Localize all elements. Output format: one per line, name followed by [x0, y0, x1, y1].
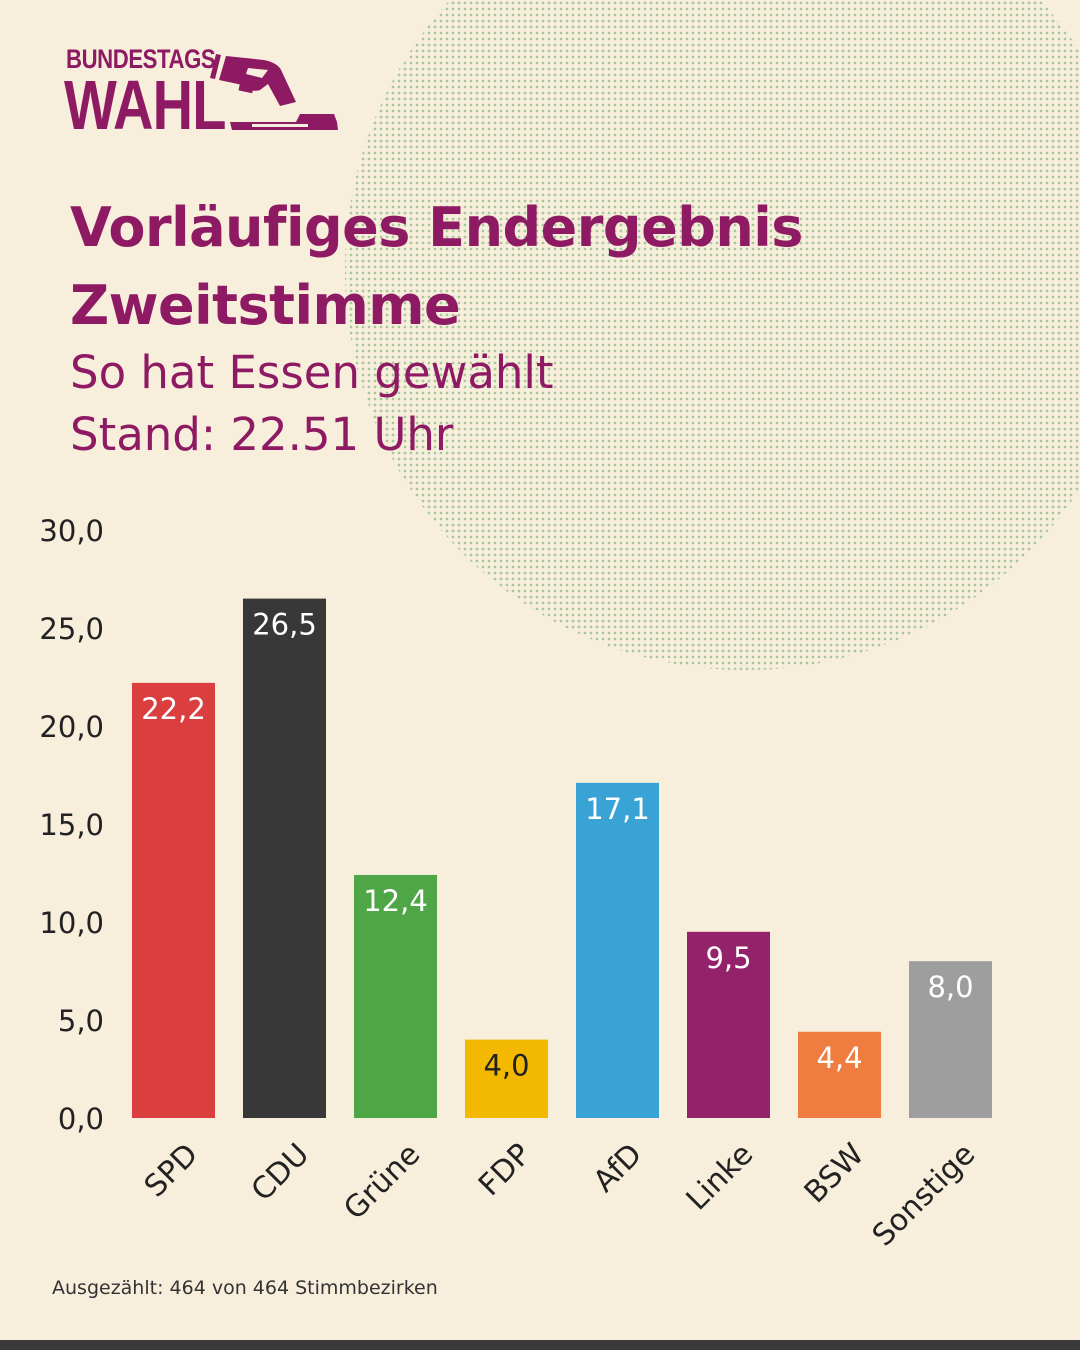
x-category-label: Linke	[680, 1137, 760, 1217]
bar-value-label: 17,1	[585, 792, 650, 826]
x-category-label: FDP	[472, 1137, 538, 1203]
bar-sonstige	[909, 961, 992, 1118]
bar-value-label: 22,2	[141, 692, 206, 726]
bar-value-label: 8,0	[927, 970, 973, 1004]
bar-value-label: 26,5	[252, 608, 317, 642]
bar-chart: 0,0 5,0 10,0 15,0 20,0 25,0 30,0 22,2 SPD 26,5 CDU…	[39, 514, 992, 1253]
ballot-box-hand-icon	[210, 54, 338, 130]
x-category-label: CDU	[245, 1137, 316, 1208]
x-category-label: AfD	[587, 1137, 649, 1199]
dotted-circle-decoration	[345, 0, 1080, 670]
subtitle: So hat Essen gewählt	[70, 346, 554, 399]
bar-afd	[576, 782, 659, 1118]
bar-bsw	[798, 1031, 881, 1118]
bar-value-label: 4,0	[483, 1049, 529, 1083]
bar-value-label: 9,5	[705, 941, 751, 975]
bar-spd	[132, 682, 215, 1118]
y-tick-label: 10,0	[39, 906, 104, 940]
y-tick-label: 0,0	[58, 1102, 104, 1136]
x-category-label: Sonstige	[866, 1137, 982, 1253]
y-tick-label: 20,0	[39, 710, 104, 744]
counted-districts-note: Ausgezählt: 464 von 464 Stimmbezirken	[52, 1277, 438, 1299]
bar-fdp	[465, 1039, 548, 1118]
bar-linke	[687, 931, 770, 1118]
bottom-bar	[0, 1340, 1080, 1350]
bar-grüne	[354, 874, 437, 1118]
y-tick-label: 15,0	[39, 808, 104, 842]
timestamp: Stand: 22.51 Uhr	[70, 408, 454, 461]
x-category-label: SPD	[138, 1137, 205, 1204]
y-tick-label: 30,0	[39, 514, 104, 548]
bar-value-label: 4,4	[816, 1041, 862, 1075]
bar-cdu	[243, 598, 326, 1118]
x-category-label: Grüne	[337, 1137, 427, 1227]
logo-text-bottom: WAHL	[64, 66, 226, 144]
title-line-1: Vorläufiges Endergebnis	[70, 196, 803, 259]
y-tick-label: 5,0	[58, 1004, 104, 1038]
x-category-label: BSW	[798, 1137, 871, 1210]
bundestagswahl-logo: BUNDESTAGS WAHL	[62, 44, 352, 144]
logo-text-top: BUNDESTAGS	[66, 44, 216, 74]
y-tick-label: 25,0	[39, 612, 104, 646]
bar-value-label: 12,4	[363, 884, 428, 918]
title-line-2: Zweitstimme	[70, 274, 461, 337]
